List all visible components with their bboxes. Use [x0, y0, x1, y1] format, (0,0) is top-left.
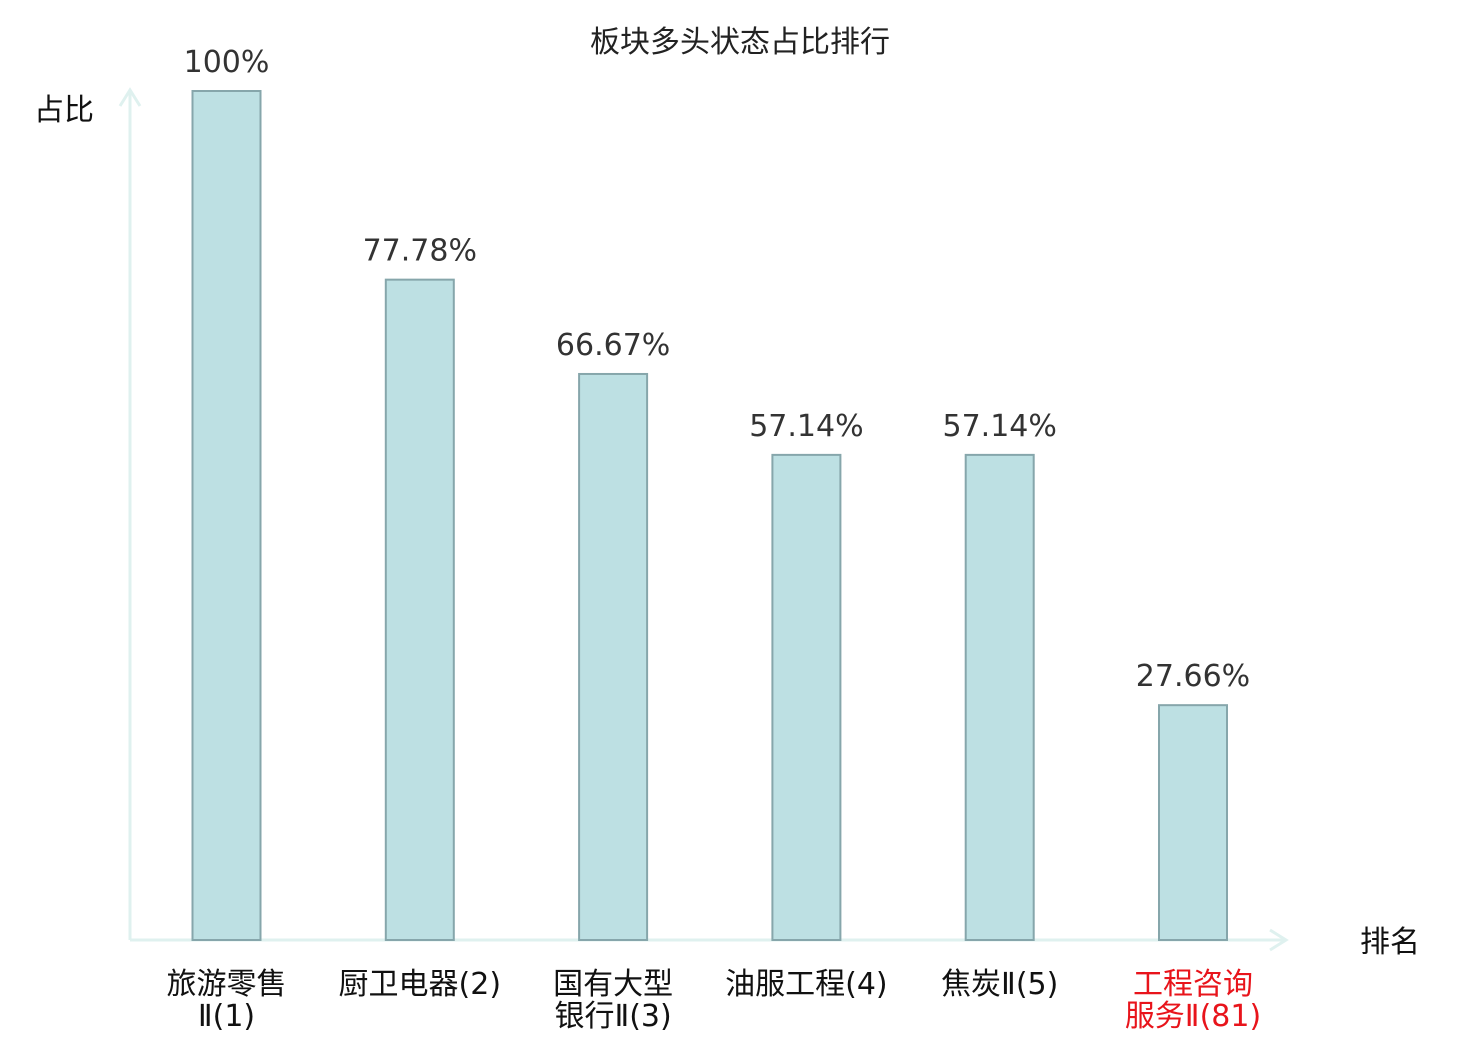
- bar-value-label: 57.14%: [749, 409, 863, 444]
- bar-value-label: 57.14%: [943, 409, 1057, 444]
- category-label-line: Ⅱ(1): [198, 999, 255, 1034]
- bar: [191, 90, 262, 941]
- bar: [964, 453, 1035, 941]
- category-label-line: 旅游零售: [167, 967, 287, 1002]
- category-label-line: 银行Ⅱ(3): [554, 999, 671, 1034]
- bar-value-label: 27.66%: [1136, 659, 1250, 694]
- category-label-line: 工程咨询: [1133, 967, 1253, 1002]
- category-label: 国有大型银行Ⅱ(3): [553, 967, 673, 1034]
- y-axis-arrow: [118, 87, 142, 107]
- bar: [1158, 704, 1228, 942]
- category-label: 油服工程(4): [725, 967, 888, 1002]
- x-axis-arrow: [1269, 928, 1289, 952]
- category-label-line: 国有大型: [553, 967, 673, 1002]
- x-axis-label: 排名: [1360, 925, 1420, 960]
- category-label: 焦炭Ⅱ(5): [941, 967, 1058, 1002]
- y-axis-label: 占比: [34, 93, 94, 128]
- category-labels-group: 旅游零售 Ⅱ(1) 厨卫电器(2) 国有大型银行Ⅱ(3) 油服工程(4) 焦炭Ⅱ(5) 工程…: [167, 967, 1262, 1034]
- category-label-line: 服务Ⅱ(81): [1125, 999, 1261, 1034]
- category-label-line: 油服工程(4): [725, 967, 888, 1002]
- bars-group: [191, 90, 1228, 942]
- bar-value-label: 77.78%: [363, 234, 477, 269]
- category-label-line: 焦炭Ⅱ(5): [941, 967, 1058, 1002]
- bar: [578, 372, 649, 942]
- category-label: 旅游零售 Ⅱ(1): [167, 967, 287, 1034]
- bar: [384, 278, 455, 941]
- category-label: 厨卫电器(2): [339, 967, 502, 1002]
- bar-value-label: 100%: [184, 45, 270, 80]
- bar-value-label: 66.67%: [556, 328, 670, 363]
- category-label: 工程咨询服务Ⅱ(81): [1125, 967, 1261, 1034]
- bar: [771, 453, 842, 941]
- category-label-line: 厨卫电器(2): [339, 967, 502, 1002]
- chart-title: 板块多头状态占比排行: [590, 25, 890, 60]
- value-labels-group: 100% 77.78% 66.67% 57.14% 57.14% 27.66%: [184, 45, 1251, 694]
